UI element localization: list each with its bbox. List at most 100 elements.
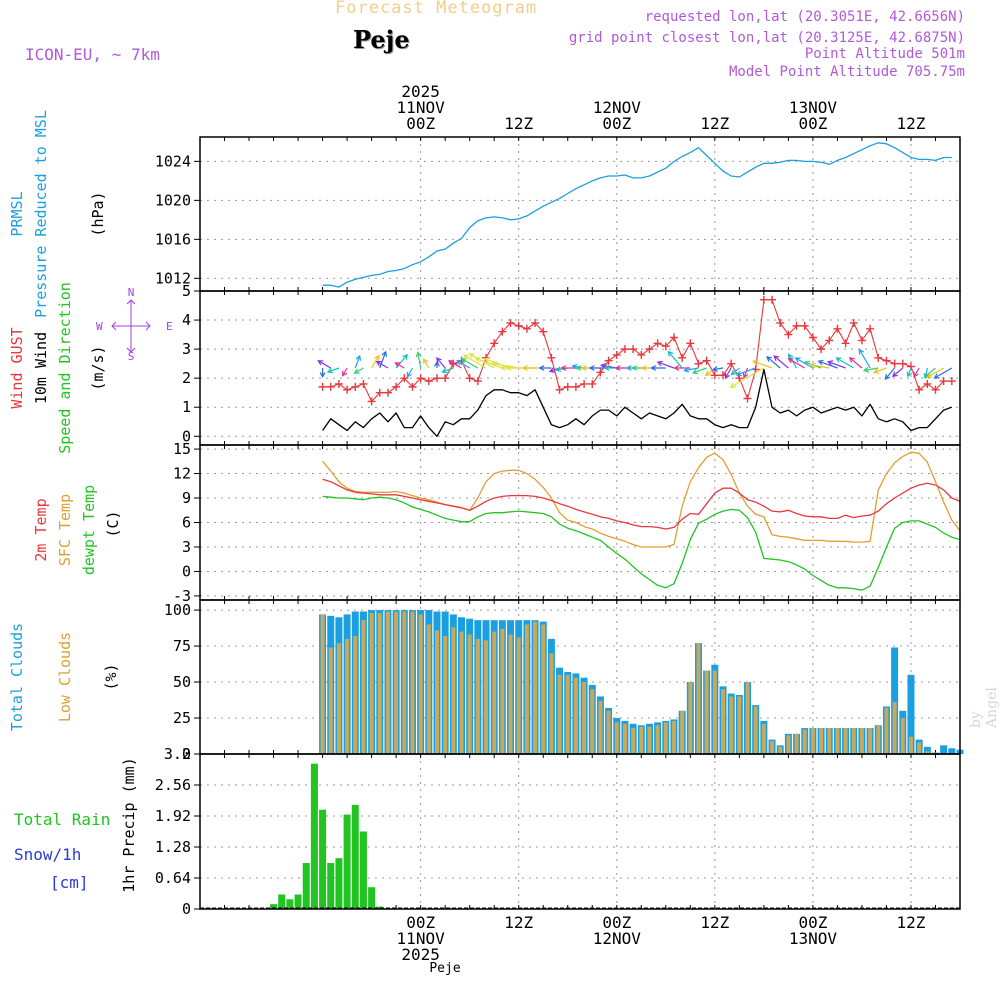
- clouds-ytick-label: 0: [182, 745, 191, 763]
- total-cloud-bar: [940, 745, 948, 754]
- gust-marker: [343, 385, 352, 394]
- gust-marker: [637, 350, 646, 359]
- gust-marker: [923, 379, 932, 388]
- gust-marker: [620, 345, 629, 354]
- wind-direction-arrow: [353, 367, 364, 374]
- bottom-time-label: 12NOV: [593, 929, 642, 948]
- rain-bar: [278, 894, 286, 909]
- gust-marker: [506, 318, 515, 327]
- low-cloud-bar: [524, 624, 529, 754]
- low-cloud-bar: [394, 611, 399, 754]
- gust-marker: [400, 374, 409, 383]
- wind-direction-arrow: [891, 367, 904, 378]
- grid-coords: grid point closest lon,lat (20.3125E, 42…: [568, 30, 965, 46]
- snow-unit: [cm]: [50, 873, 89, 892]
- low-cloud-bar: [688, 682, 693, 754]
- wind-direction-arrow: [926, 367, 944, 378]
- wind-direction-arrow: [835, 357, 855, 369]
- wind-direction-arrow: [447, 360, 462, 369]
- top-time-label: 12NOV: [593, 98, 642, 117]
- gust-marker: [727, 359, 736, 368]
- gust-marker: [490, 339, 499, 348]
- wind-ytick-label: 4: [182, 311, 191, 329]
- wind-direction-arrow: [742, 367, 749, 379]
- wind-direction-arrow: [394, 362, 405, 369]
- gust-marker: [522, 324, 531, 333]
- top-time-label: 00Z: [602, 114, 631, 133]
- wind-direction-arrow: [711, 366, 724, 372]
- gust-marker: [588, 379, 597, 388]
- gust-marker: [596, 368, 605, 377]
- low-cloud-bar: [508, 634, 513, 754]
- wind-direction-arrow: [560, 365, 576, 371]
- wind-direction-arrow: [462, 354, 487, 369]
- low-cloud-bar: [402, 611, 407, 754]
- wind-direction-arrow: [773, 355, 789, 369]
- low-cloud-bar: [320, 614, 325, 754]
- low-cloud-bar: [884, 707, 889, 754]
- wind-ytick-label: 0: [182, 427, 191, 445]
- wind-direction-arrow: [375, 360, 389, 369]
- low-cloud-bar: [582, 682, 587, 754]
- low-cloud-bar: [671, 720, 676, 754]
- gust-marker: [874, 353, 883, 362]
- precip-ytick-label: 0.64: [155, 869, 191, 887]
- gust-marker: [776, 318, 785, 327]
- gust-marker: [784, 330, 793, 339]
- gust-marker: [473, 377, 482, 386]
- top-time-label: 2025: [401, 82, 440, 101]
- wind-direction-arrow: [538, 365, 552, 371]
- top-time-label: 00Z: [798, 114, 827, 133]
- wind-unit: (m/s): [89, 345, 107, 390]
- precip-panel-bg: [200, 754, 960, 909]
- temperature-ytick-label: 0: [182, 562, 191, 580]
- rain-label: Total Rain: [14, 810, 110, 829]
- low-cloud-bar: [917, 742, 922, 754]
- clouds-ytick-label: 100: [164, 601, 191, 619]
- gust-marker: [465, 374, 474, 383]
- top-time-label: 00Z: [406, 114, 435, 133]
- sfc-temp-label: SFC Temp: [56, 494, 74, 566]
- gust-marker: [441, 374, 450, 383]
- wind-direction-arrow: [906, 367, 913, 378]
- low-cloud-bar: [745, 682, 750, 754]
- pressure-unit: (hPa): [89, 191, 107, 236]
- gust-marker: [841, 339, 850, 348]
- snow-label: Snow/1h: [14, 845, 81, 864]
- low-cloud-bar: [590, 689, 595, 754]
- point-altitude: Point Altitude 501m: [804, 46, 965, 62]
- wind-direction-arrow: [787, 358, 806, 369]
- precip-ytick-label: 1.28: [155, 838, 191, 856]
- wind-direction-arrow: [460, 358, 479, 369]
- gust-label: Wind GUST: [8, 327, 26, 408]
- low-cloud-bar: [868, 728, 873, 754]
- pressure-ytick-label: 1016: [155, 230, 191, 248]
- rain-bar: [359, 831, 367, 909]
- gust-marker: [547, 353, 556, 362]
- chart-title: Forecast Meteogram: [335, 0, 538, 18]
- wind-direction-arrow: [406, 367, 413, 378]
- wind-direction-arrow: [730, 367, 740, 376]
- pressure-panel-bg: [200, 137, 960, 291]
- temp-unit: (C): [104, 510, 122, 537]
- wind-direction-arrow: [667, 350, 683, 369]
- sfc-temp-line: [322, 451, 961, 548]
- gust-marker: [857, 336, 866, 345]
- wind-direction-arrow: [848, 357, 863, 369]
- wind-direction-arrow: [933, 367, 953, 379]
- low-cloud-bar: [573, 677, 578, 754]
- gust-marker: [743, 394, 752, 403]
- low-cloud-bar: [565, 674, 570, 754]
- gust-marker: [710, 371, 719, 380]
- clouds-ytick-label: 75: [173, 637, 191, 655]
- gust-marker: [375, 388, 384, 397]
- model-name: ICON-EU, ~ 7km: [25, 45, 160, 64]
- low-cloud-bar: [819, 728, 824, 754]
- low-cloud-bar: [655, 725, 660, 754]
- low-cloud-bar: [696, 643, 701, 754]
- gust-marker: [539, 327, 548, 336]
- compass-east: E: [166, 320, 173, 333]
- pressure-ytick-label: 1020: [155, 191, 191, 209]
- low-cloud-bar: [810, 728, 815, 754]
